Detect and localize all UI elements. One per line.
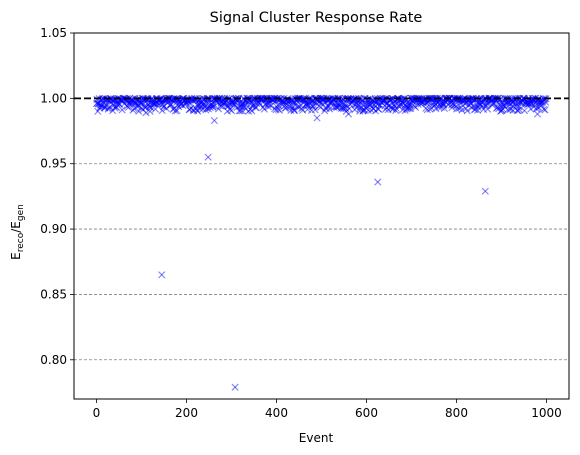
y-tick-label: 1.00: [40, 91, 67, 105]
data-point: [210, 116, 218, 125]
data-point: [326, 105, 334, 113]
y-tick-label: 0.80: [40, 353, 67, 367]
data-point: [227, 107, 236, 115]
data-point: [276, 106, 284, 114]
x-tick-label: 800: [445, 406, 468, 420]
data-point: [313, 114, 321, 122]
y-axis-title-base: E: [9, 252, 23, 260]
x-axis-ticks: 0 200 400 600 800 1000: [93, 399, 562, 420]
data-point: [209, 103, 217, 111]
y-axis-title-sub-num: reco: [16, 232, 26, 252]
data-point: [481, 187, 489, 195]
x-tick-label: 0: [93, 406, 101, 420]
data-points: [74, 94, 569, 391]
data-point: [209, 102, 218, 110]
y-axis-title-den-base: E: [9, 221, 23, 229]
data-point: [158, 271, 166, 279]
data-point: [118, 106, 126, 114]
y-axis-ticks: 0.80 0.85 0.90 0.95 1.00 1.05: [40, 26, 74, 367]
data-point: [452, 105, 461, 113]
x-axis-title: Event: [299, 431, 334, 445]
y-axis-title: Ereco/Egen: [9, 204, 26, 260]
chart-title: Signal Cluster Response Rate: [210, 10, 423, 26]
data-point: [135, 107, 143, 115]
data-point: [364, 106, 372, 115]
y-tick-label: 0.95: [40, 157, 67, 171]
x-tick-label: 400: [265, 406, 288, 420]
data-point: [344, 110, 353, 118]
data-point: [294, 103, 302, 111]
data-point: [463, 107, 471, 115]
data-point: [392, 106, 400, 115]
data-point: [527, 105, 535, 113]
y-tick-label: 1.05: [40, 26, 67, 40]
y-axis-title-sub-den: gen: [16, 204, 26, 221]
data-point: [423, 106, 431, 114]
x-tick-label: 200: [175, 406, 198, 420]
plot-area-frame: [73, 32, 570, 400]
x-tick-label: 1000: [531, 406, 562, 420]
data-point: [173, 107, 181, 115]
data-point: [238, 107, 246, 115]
data-point: [520, 107, 529, 115]
data-point: [533, 110, 542, 118]
data-point: [231, 383, 239, 391]
y-axis-title-sep: /: [9, 228, 23, 233]
data-point: [142, 109, 150, 117]
data-point: [483, 105, 492, 113]
x-tick-label: 600: [355, 406, 378, 420]
data-point: [204, 153, 212, 161]
y-tick-label: 0.85: [40, 287, 67, 301]
y-tick-label: 0.90: [40, 222, 67, 236]
data-point: [541, 106, 549, 114]
data-point: [374, 178, 382, 186]
